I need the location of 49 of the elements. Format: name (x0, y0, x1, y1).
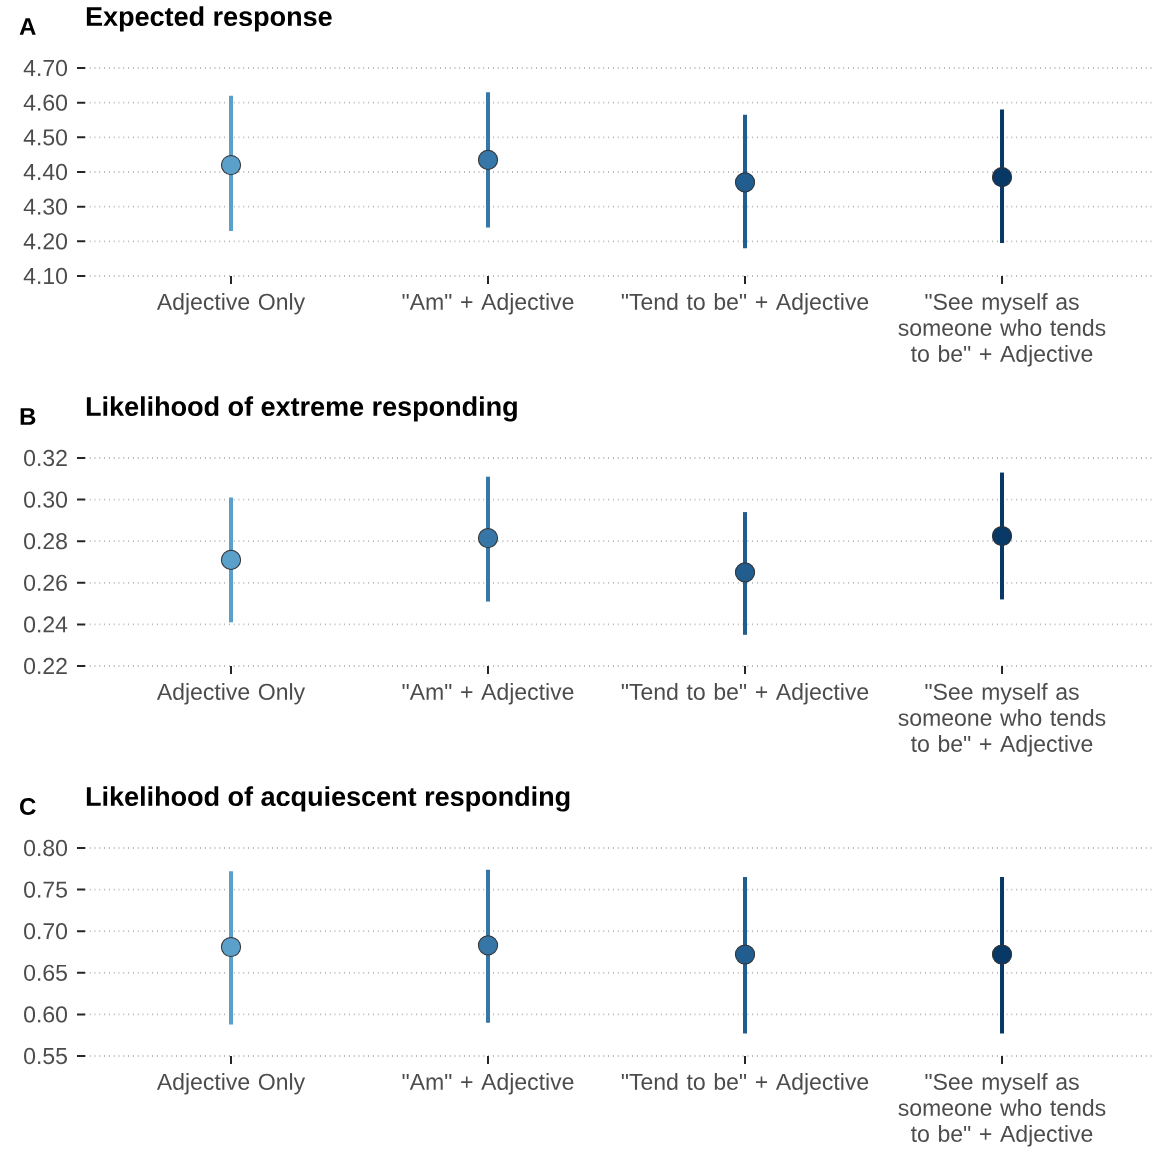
point (220, 936, 242, 958)
y-tick-label: 4.50 (23, 129, 68, 146)
y-tick-label: 0.30 (24, 491, 68, 508)
point (477, 935, 499, 956)
point (734, 944, 756, 965)
x-tick-label: "See myself as someone who tends to be" + Adjective (898, 683, 1106, 757)
chart-title: Expected response (86, 6, 332, 32)
point (220, 549, 242, 571)
text: A (19, 18, 36, 35)
point (991, 167, 1013, 188)
x-tick-label: Adjective Only (156, 683, 306, 705)
point (477, 149, 499, 170)
chart-title: Likelihood of extreme responding (86, 396, 517, 422)
y-tick-label: 0.32 (24, 449, 67, 467)
y-tick-label: 0.24 (24, 616, 68, 633)
x-tick-label: "Tend to be" + Adjective (621, 683, 869, 705)
y-tick-label: 4.10 (23, 267, 68, 285)
text: C (20, 797, 36, 815)
y-tick-label: 4.60 (23, 94, 68, 111)
x-tick-label: Adjective Only (156, 293, 306, 315)
y-tick-label: 0.60 (24, 1006, 68, 1023)
y-tick-label: 0.65 (24, 964, 67, 981)
point (991, 525, 1013, 547)
text: B (20, 408, 36, 425)
point (734, 562, 756, 583)
chart-title: Likelihood of acquiescent responding (86, 786, 570, 812)
y-tick-label: 0.70 (24, 923, 68, 940)
y-tick-label: 0.22 (24, 657, 67, 675)
point (220, 154, 242, 176)
x-tick-label: "See myself as someone who tends to be" + Adjective (898, 293, 1106, 367)
x-tick-label: "See myself as someone who tends to be" + Adjective (898, 1073, 1106, 1147)
point (991, 944, 1013, 965)
x-tick-label: "Am" + Adjective (402, 683, 574, 705)
y-tick-label: 0.75 (24, 881, 67, 898)
y-tick-label: 4.20 (23, 233, 68, 250)
y-tick-label: 4.40 (23, 163, 68, 181)
point (734, 172, 756, 193)
y-tick-label: 4.70 (23, 59, 68, 77)
x-tick-label: "Am" + Adjective (402, 1073, 574, 1095)
x-tick-label: "Tend to be" + Adjective (621, 1073, 869, 1095)
y-tick-label: 0.80 (24, 839, 68, 857)
x-tick-label: "Tend to be" + Adjective (621, 293, 869, 315)
x-tick-label: Adjective Only (156, 1073, 306, 1095)
point (477, 527, 499, 549)
y-tick-label: 4.30 (23, 198, 68, 215)
y-tick-label: 0.28 (24, 533, 67, 550)
y-tick-label: 0.26 (24, 574, 67, 591)
y-tick-label: 0.55 (24, 1047, 67, 1065)
x-tick-label: "Am" + Adjective (402, 293, 574, 315)
